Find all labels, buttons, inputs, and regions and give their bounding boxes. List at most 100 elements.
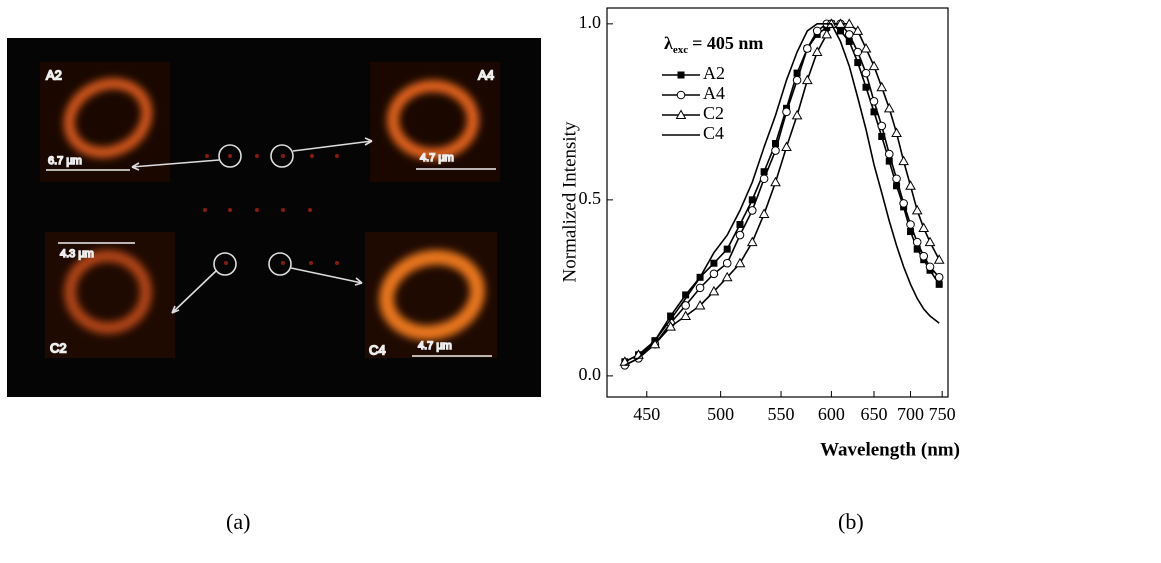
plot-frame: [606, 7, 949, 398]
y-tick-label: 0.0: [579, 364, 602, 384]
marker: [812, 26, 822, 36]
ring: [63, 78, 153, 158]
x-tick-label: 550: [768, 404, 795, 424]
marker: [907, 228, 915, 236]
legend-label: A2: [703, 63, 725, 83]
marker: [709, 269, 719, 279]
marker: [682, 291, 690, 299]
marker: [736, 221, 744, 229]
marker: [861, 68, 871, 78]
marker: [695, 283, 705, 293]
marker: [924, 236, 936, 247]
annotation: λexc = 405 nm: [664, 33, 763, 55]
marker: [911, 204, 923, 215]
x-tick-label: 450: [633, 404, 660, 424]
marker: [913, 245, 921, 253]
marker: [708, 285, 720, 296]
marker: [876, 81, 888, 92]
marker: [782, 107, 791, 117]
y-tick-label: 0.5: [579, 188, 602, 208]
marker: [905, 180, 916, 190]
marker: [811, 46, 823, 57]
marker: [781, 141, 792, 152]
inset-label: A2: [46, 67, 62, 82]
marker: [801, 74, 813, 85]
scale-label: 6.7 μm: [48, 155, 82, 167]
marker: [759, 174, 769, 184]
scale-label: 4.3 μm: [60, 248, 94, 260]
panel-label: (a): [226, 509, 250, 534]
marker: [862, 83, 870, 91]
marker: [735, 230, 745, 240]
ring: [64, 250, 152, 334]
marker: [667, 312, 675, 320]
marker: [906, 220, 915, 229]
marker: [710, 259, 718, 267]
legend-label: C4: [703, 123, 724, 143]
marker: [868, 60, 880, 71]
marker: [933, 254, 945, 264]
inset-label: A4: [478, 67, 494, 82]
marker: [770, 176, 781, 187]
ring: [379, 249, 485, 341]
y-axis-label: Normalized Intensity: [559, 121, 580, 282]
marker: [758, 208, 770, 218]
marker: [844, 30, 854, 39]
markers: [131, 137, 373, 314]
y-tick-label: 1.0: [579, 12, 602, 32]
marker: [723, 245, 731, 253]
scale-label: 4.7 μm: [418, 340, 452, 352]
x-tick-label: 500: [707, 404, 734, 424]
marker: [853, 47, 863, 57]
marker: [772, 140, 780, 148]
marker: [803, 44, 812, 53]
marker: [792, 75, 802, 85]
marker: [694, 299, 706, 310]
x-tick-label: 750: [929, 404, 956, 424]
marker: [891, 127, 902, 137]
marker: [746, 236, 758, 247]
series-line: [624, 23, 940, 363]
marker: [748, 196, 756, 204]
annotation-part: = 405 nm: [692, 33, 763, 53]
marker: [843, 18, 855, 28]
marker: [677, 71, 685, 79]
marker: [845, 37, 853, 45]
marker: [854, 59, 862, 67]
marker: [722, 258, 732, 268]
marker: [681, 301, 690, 310]
panel-label: (b): [838, 509, 864, 534]
marker: [883, 102, 895, 113]
marker: [898, 155, 909, 166]
marker: [919, 251, 929, 261]
x-tick-label: 600: [818, 404, 845, 424]
marker: [734, 257, 746, 268]
x-tick-label: 650: [861, 404, 888, 424]
marker: [860, 42, 872, 53]
scale-label: 4.7 μm: [420, 152, 454, 164]
marker: [675, 109, 687, 119]
marker: [680, 310, 691, 321]
annotation-part: λ: [664, 33, 673, 53]
marker: [852, 25, 864, 35]
marker: [925, 262, 935, 272]
marker: [884, 149, 894, 159]
dot-array: [203, 154, 339, 265]
marker: [893, 182, 901, 190]
legend-label: C2: [703, 103, 724, 123]
x-tick-label: 700: [897, 404, 924, 424]
marker: [869, 96, 879, 106]
marker: [935, 280, 943, 288]
marker: [899, 199, 908, 208]
marker: [793, 69, 801, 77]
marker: [934, 273, 944, 282]
inset-label: C4: [369, 342, 386, 357]
marker: [821, 28, 833, 39]
marker: [771, 146, 780, 155]
marker: [835, 18, 846, 28]
series-line: [624, 23, 940, 367]
marker: [791, 109, 803, 120]
marker: [877, 121, 887, 131]
